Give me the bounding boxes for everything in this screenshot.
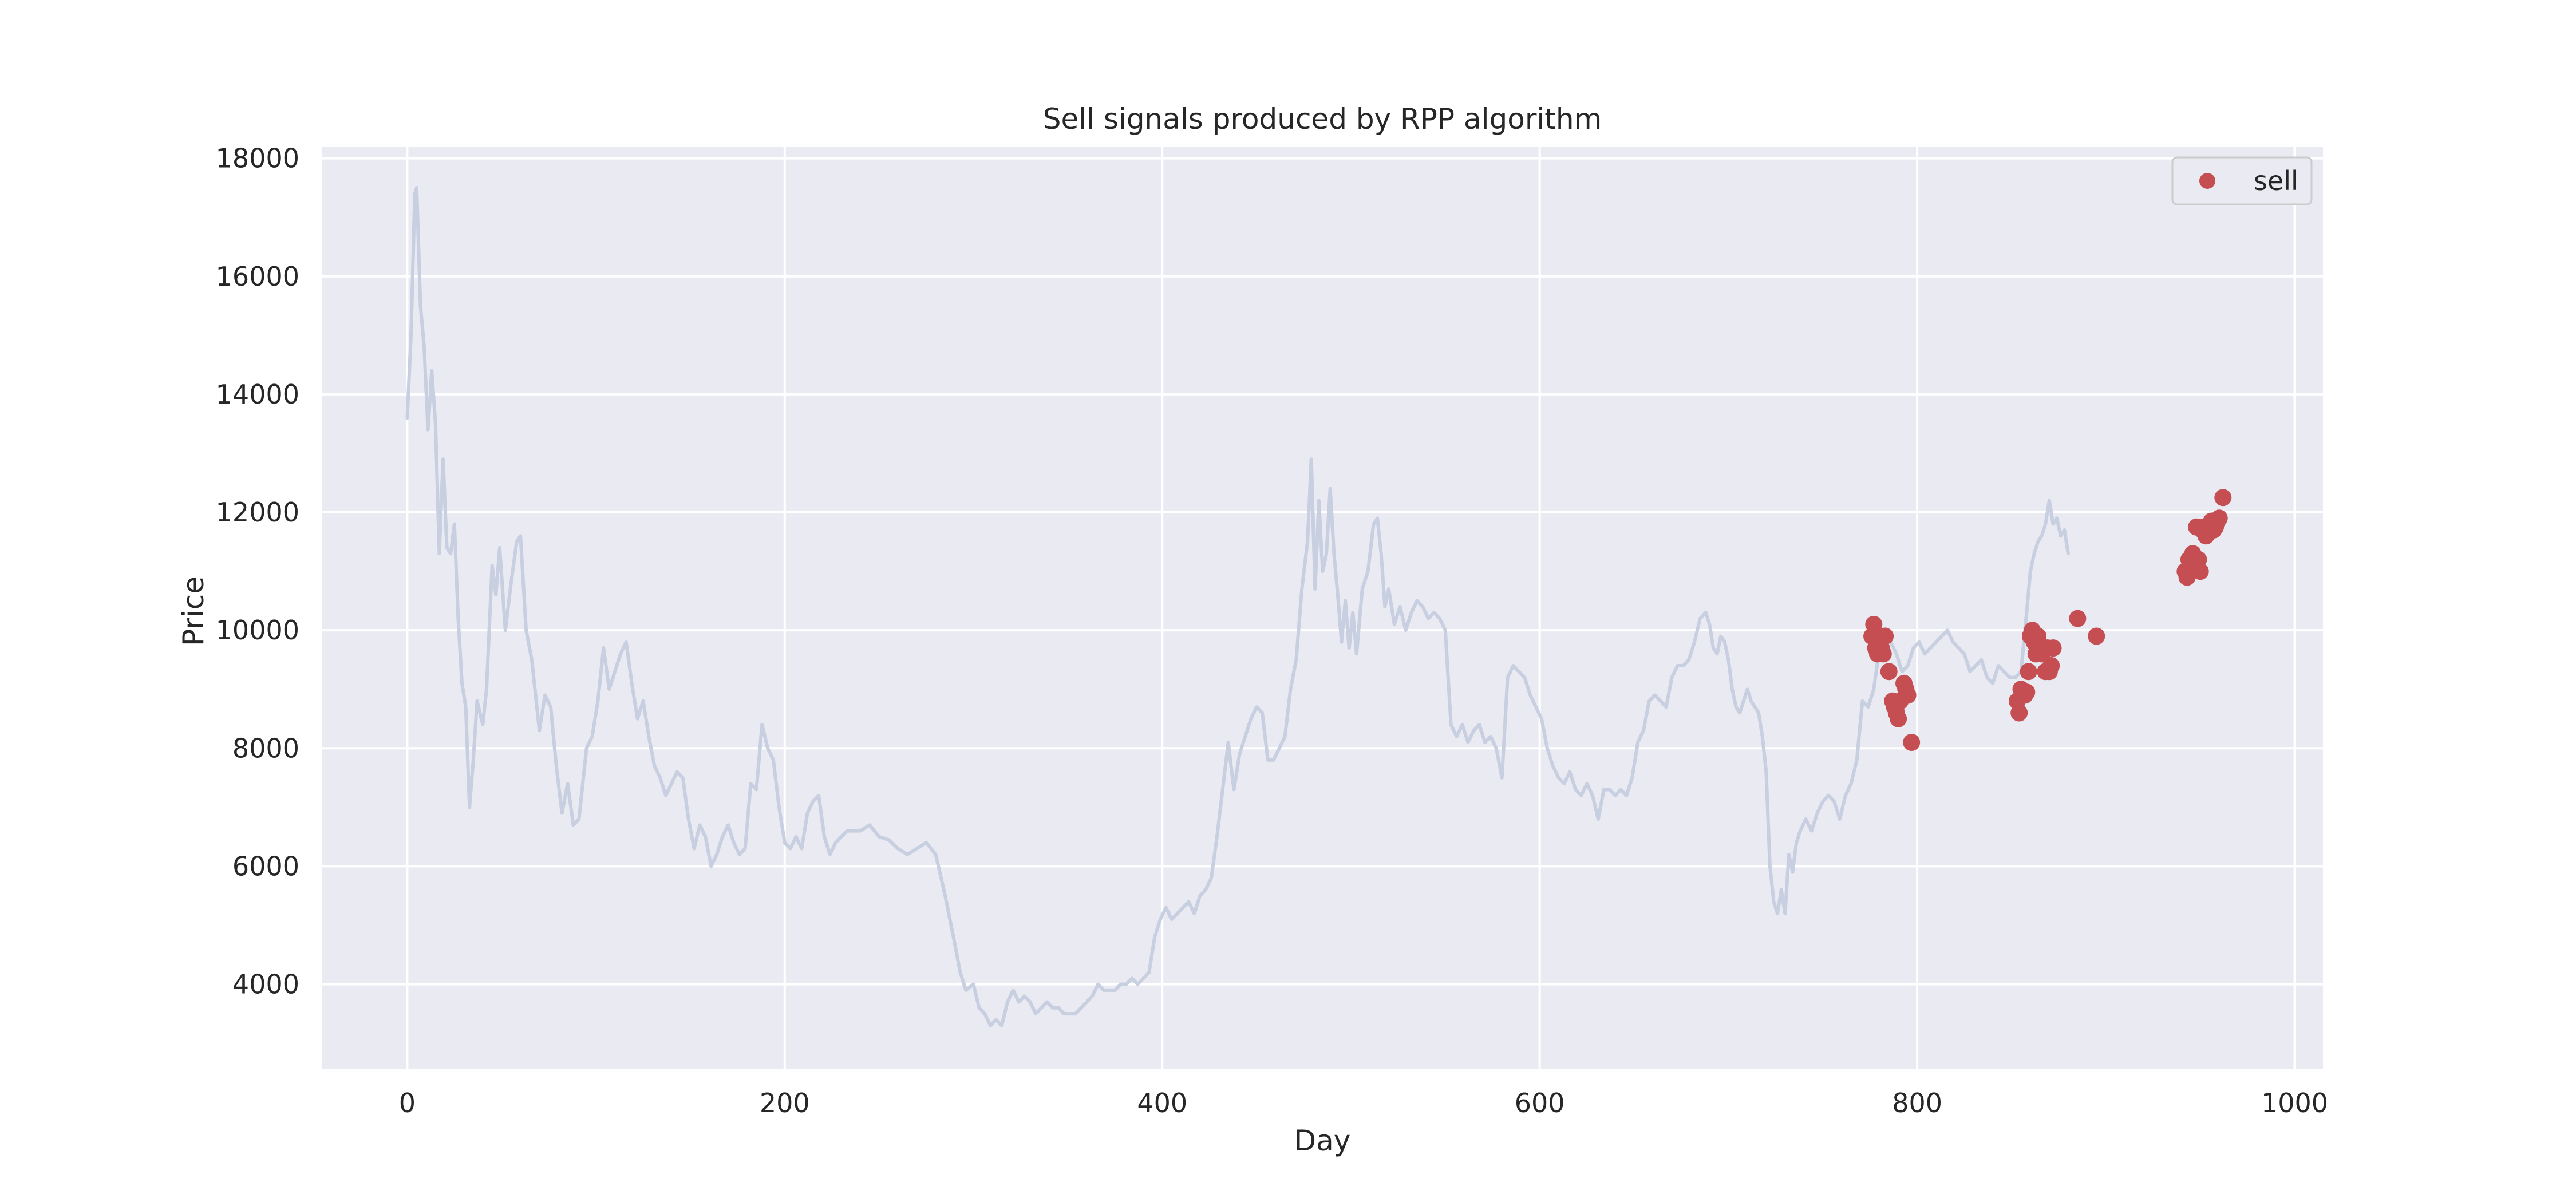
y-axis-ticks: 4000 6000 8000 10000 12000 14000 16000 18000 bbox=[216, 143, 299, 1000]
y-tick-label: 4000 bbox=[232, 969, 299, 1000]
price-line bbox=[405, 186, 2070, 1027]
chart-title: Sell signals produced by RPP algorithm bbox=[1043, 102, 1602, 136]
sell-point bbox=[1903, 734, 1921, 751]
sell-point bbox=[1890, 710, 1907, 727]
sell-point bbox=[1865, 615, 1883, 633]
sell-point bbox=[2018, 683, 2036, 701]
y-tick-label: 18000 bbox=[216, 143, 299, 174]
x-tick-label: 200 bbox=[760, 1088, 810, 1118]
sell-point bbox=[2069, 610, 2087, 627]
grid-lines bbox=[322, 147, 2323, 1069]
legend-box bbox=[2171, 156, 2313, 205]
y-tick-label: 16000 bbox=[216, 261, 299, 292]
legend: sell bbox=[2171, 156, 2313, 205]
x-tick-label: 800 bbox=[1892, 1088, 1942, 1118]
sell-point bbox=[2010, 704, 2028, 722]
sell-point bbox=[1876, 627, 1894, 645]
x-tick-label: 400 bbox=[1137, 1088, 1187, 1118]
sell-point bbox=[2042, 657, 2060, 674]
sell-point bbox=[2088, 627, 2105, 645]
price-line-group bbox=[405, 186, 2070, 1027]
sell-point bbox=[2214, 489, 2232, 507]
y-tick-label: 14000 bbox=[216, 379, 299, 410]
sell-points bbox=[1863, 489, 2232, 751]
sell-point bbox=[1880, 663, 1898, 681]
sell-point bbox=[2044, 639, 2062, 657]
y-tick-label: 8000 bbox=[232, 733, 299, 764]
sell-point bbox=[1899, 686, 1917, 704]
legend-sell-marker bbox=[2199, 173, 2215, 189]
sell-point bbox=[2210, 509, 2228, 527]
y-tick-label: 10000 bbox=[216, 615, 299, 646]
x-tick-label: 0 bbox=[399, 1088, 416, 1118]
x-tick-label: 1000 bbox=[2261, 1088, 2328, 1118]
plot-area bbox=[322, 147, 2323, 1069]
sell-point bbox=[1874, 645, 1892, 663]
y-axis-label: Price bbox=[177, 576, 210, 646]
legend-sell-label: sell bbox=[2254, 165, 2298, 196]
sell-point bbox=[2191, 563, 2209, 580]
y-tick-label: 12000 bbox=[216, 497, 299, 528]
sell-point bbox=[2020, 663, 2037, 681]
x-axis-label: Day bbox=[1294, 1124, 1351, 1157]
y-tick-label: 6000 bbox=[232, 851, 299, 881]
x-tick-label: 600 bbox=[1515, 1088, 1565, 1118]
x-axis-ticks: 0 200 400 600 800 1000 bbox=[399, 1088, 2328, 1118]
